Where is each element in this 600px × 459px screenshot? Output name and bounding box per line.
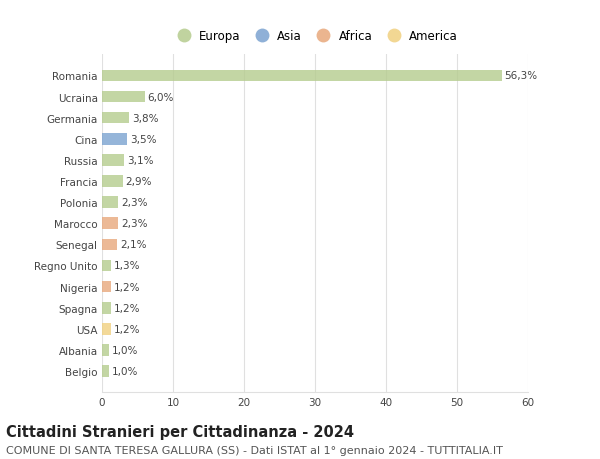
Bar (102, 176, 122, 187)
Bar (102, 260, 111, 272)
Bar (102, 218, 118, 230)
Text: 2,3%: 2,3% (121, 198, 148, 207)
Bar (102, 365, 109, 377)
Text: 56,3%: 56,3% (505, 71, 538, 81)
Text: 1,2%: 1,2% (113, 282, 140, 292)
Text: 1,2%: 1,2% (113, 324, 140, 334)
Bar (102, 112, 129, 124)
Text: 1,0%: 1,0% (112, 345, 139, 355)
Bar (102, 302, 110, 314)
Bar (102, 70, 502, 82)
Text: 6,0%: 6,0% (148, 92, 174, 102)
Bar (102, 239, 117, 251)
Bar (102, 134, 127, 145)
Bar (102, 344, 109, 356)
Bar (102, 91, 145, 103)
Text: 2,1%: 2,1% (120, 240, 146, 250)
Text: 3,8%: 3,8% (132, 113, 158, 123)
Text: 3,1%: 3,1% (127, 156, 154, 166)
Text: 1,2%: 1,2% (113, 303, 140, 313)
Text: 1,3%: 1,3% (114, 261, 140, 271)
Bar (102, 281, 110, 293)
Bar (102, 155, 124, 166)
Text: 1,0%: 1,0% (112, 366, 139, 376)
Legend: Europa, Asia, Africa, America: Europa, Asia, Africa, America (170, 27, 460, 45)
Text: 2,9%: 2,9% (125, 177, 152, 187)
Bar (102, 323, 110, 335)
Text: COMUNE DI SANTA TERESA GALLURA (SS) - Dati ISTAT al 1° gennaio 2024 - TUTTITALIA: COMUNE DI SANTA TERESA GALLURA (SS) - Da… (6, 445, 503, 455)
Text: Cittadini Stranieri per Cittadinanza - 2024: Cittadini Stranieri per Cittadinanza - 2… (6, 425, 354, 440)
Bar (102, 197, 118, 208)
Text: 3,5%: 3,5% (130, 134, 156, 145)
Text: 2,3%: 2,3% (121, 219, 148, 229)
